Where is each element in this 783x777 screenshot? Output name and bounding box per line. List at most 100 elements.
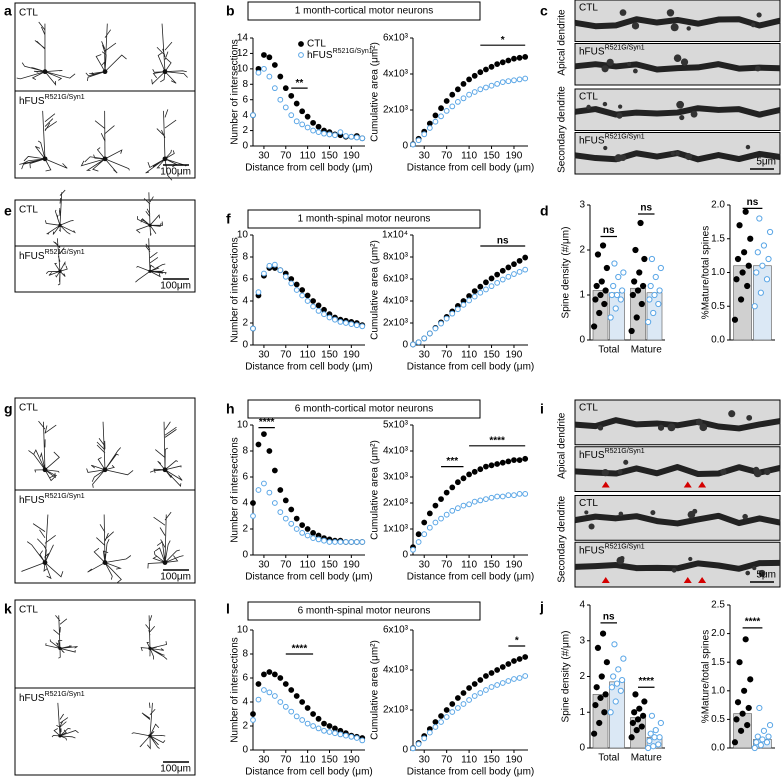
marker bbox=[632, 246, 639, 254]
marker bbox=[415, 339, 422, 346]
marker bbox=[282, 497, 289, 504]
marker bbox=[454, 695, 461, 701]
y-tick-label: 10 bbox=[237, 63, 249, 74]
marker bbox=[522, 654, 529, 660]
y-tick-label: 4 bbox=[242, 697, 248, 708]
label-sup: R521G/Syn1 bbox=[605, 448, 645, 455]
marker bbox=[353, 735, 360, 741]
marker bbox=[299, 522, 306, 528]
marker bbox=[499, 267, 506, 274]
significance-label: ns bbox=[497, 236, 509, 247]
label-sup: R521G/Syn1 bbox=[605, 544, 645, 551]
soma bbox=[102, 467, 108, 473]
marker bbox=[299, 699, 306, 705]
micrograph-label: hFUSR521G/Syn1 bbox=[19, 249, 85, 261]
marker bbox=[466, 76, 472, 83]
marker bbox=[348, 539, 355, 545]
dendrite bbox=[574, 559, 781, 572]
y-tick-label: 14 bbox=[237, 33, 249, 44]
marker bbox=[471, 681, 478, 687]
marker bbox=[310, 303, 316, 310]
marker bbox=[466, 91, 472, 98]
y-tick-label: 2 bbox=[242, 125, 248, 136]
marker bbox=[737, 727, 745, 734]
y-tick-label: 2.0 bbox=[711, 200, 725, 211]
marker bbox=[739, 710, 746, 717]
y-axis-title: Spine density (#/μm) bbox=[561, 227, 572, 319]
marker bbox=[304, 526, 311, 532]
y-tick-label: 0 bbox=[579, 743, 585, 754]
marker bbox=[332, 316, 338, 323]
soma bbox=[102, 560, 108, 565]
x-tick-label: 110 bbox=[300, 151, 316, 162]
marker bbox=[505, 678, 512, 684]
y-tick-label: 0.0 bbox=[711, 743, 725, 754]
y-tick-label: 6x10³ bbox=[383, 625, 409, 636]
marker bbox=[460, 95, 467, 102]
marker bbox=[299, 717, 306, 723]
y-tick-label: 4 bbox=[242, 498, 248, 509]
marker bbox=[488, 275, 495, 282]
marker bbox=[516, 54, 523, 61]
marker bbox=[628, 734, 635, 741]
y-tick-label: 6 bbox=[242, 94, 248, 105]
marker bbox=[598, 673, 605, 680]
y-tick-label: 8 bbox=[242, 252, 248, 263]
y-axis-title: Number of intersections bbox=[230, 39, 241, 145]
marker bbox=[298, 41, 304, 47]
marker bbox=[443, 108, 450, 114]
micrograph-label: CTL bbox=[19, 403, 38, 414]
y-tick-label: 2 bbox=[579, 671, 585, 682]
x-axis-title: Distance from cell body (μm) bbox=[407, 767, 534, 777]
marker bbox=[734, 255, 742, 263]
x-tick-label: 110 bbox=[300, 755, 316, 766]
marker bbox=[745, 704, 752, 712]
marker bbox=[734, 699, 742, 706]
marker bbox=[488, 494, 495, 501]
spine bbox=[619, 9, 627, 16]
y-tick-label: 1.0 bbox=[711, 267, 725, 278]
marker bbox=[753, 269, 760, 276]
marker bbox=[634, 716, 642, 723]
label-sup: R521G/Syn1 bbox=[45, 691, 85, 698]
marker bbox=[731, 316, 739, 323]
significance-label: ** bbox=[296, 78, 304, 89]
spine bbox=[745, 144, 751, 150]
marker bbox=[282, 85, 289, 92]
neuron bbox=[45, 615, 78, 659]
marker bbox=[648, 255, 656, 263]
marker bbox=[282, 681, 289, 687]
marker bbox=[460, 701, 467, 707]
soma bbox=[148, 646, 152, 651]
marker bbox=[598, 278, 605, 285]
row-header: 6 month-cortical motor neurons bbox=[295, 404, 433, 415]
marker bbox=[613, 680, 621, 687]
marker bbox=[304, 113, 311, 120]
group-label: Apical dendrite bbox=[557, 412, 568, 479]
marker bbox=[432, 519, 439, 526]
marker bbox=[255, 696, 262, 703]
marker bbox=[326, 314, 333, 321]
marker bbox=[255, 441, 262, 448]
header-box bbox=[247, 601, 481, 621]
marker bbox=[655, 300, 662, 308]
marker bbox=[645, 318, 652, 326]
neuron bbox=[87, 514, 132, 584]
marker bbox=[261, 270, 267, 277]
label-base: hFUS bbox=[19, 96, 45, 107]
spine bbox=[720, 468, 727, 476]
marker bbox=[657, 264, 664, 272]
marker bbox=[641, 255, 648, 263]
marker bbox=[342, 133, 349, 139]
spine bbox=[597, 425, 604, 431]
soma bbox=[148, 734, 152, 738]
marker bbox=[282, 703, 289, 710]
marker bbox=[298, 52, 304, 58]
marker bbox=[608, 291, 616, 299]
y-tick-label: 3x10³ bbox=[383, 472, 409, 483]
panel-letter: b bbox=[226, 3, 235, 19]
marker bbox=[516, 675, 523, 681]
marker bbox=[596, 309, 603, 317]
marker bbox=[733, 276, 740, 283]
marker bbox=[261, 687, 267, 693]
